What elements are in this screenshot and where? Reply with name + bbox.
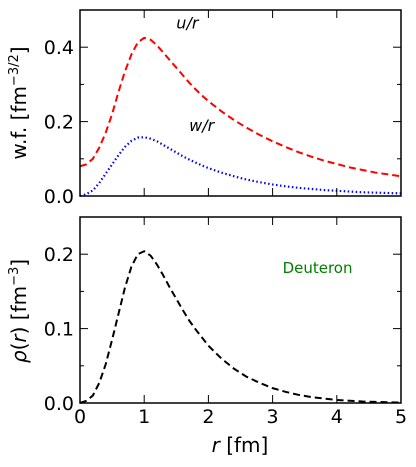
top-y-tick-label-2: 0.4 [44,37,74,59]
x-tick-label-1: 1 [138,406,150,428]
top-series-1-line [79,36,402,178]
x-axis-title: r [fm] [212,433,269,457]
x-tick-label-3: 3 [267,406,279,428]
bottom-y-axis-title: ρ(r) [fm−3] [7,259,31,363]
top-y-axis-title: w.f. [fm−3/2] [7,46,31,159]
top-y-tick-label-0: 0.0 [44,186,74,208]
top-y-tick-label-1: 0.2 [44,112,74,134]
top-panel: u/r w/r 0.0 0.2 0.4 w.f. [fm−3/2] [7,9,402,208]
top-axes-frame [79,9,402,197]
deuteron-label: Deuteron [283,259,353,277]
bottom-y-tick-label-2: 0.2 [44,244,74,266]
bottom-ticks: 0 1 2 3 4 5 0.0 0.1 0.2 [44,216,407,428]
bottom-series-1-line [79,250,402,404]
top-series-1-label: u/r [176,14,200,33]
x-tick-label-5: 5 [395,406,407,428]
bottom-y-tick-label-1: 0.1 [44,319,74,341]
bottom-panel: Deuteron 0 1 2 3 4 5 0.0 0.1 0.2 ρ(r) [fm−3] r [… [7,216,407,457]
bottom-plot-area: Deuteron [79,250,402,404]
top-series-2-label: w/r [189,116,215,135]
top-plot-area: u/r w/r [79,14,402,198]
x-tick-label-4: 4 [331,406,343,428]
x-tick-label-2: 2 [202,406,214,428]
bottom-y-tick-label-0: 0.0 [44,393,74,415]
bottom-axes-frame [79,216,402,404]
x-tick-label-0: 0 [74,406,86,428]
top-ticks: 0.0 0.2 0.4 [44,9,402,208]
top-series-2-line [79,136,402,198]
